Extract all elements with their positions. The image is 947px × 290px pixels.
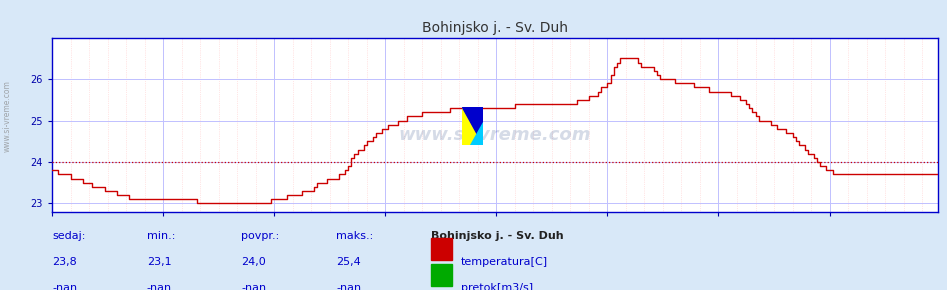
Text: povpr.:: povpr.: — [241, 231, 279, 240]
Text: www.si-vreme.com: www.si-vreme.com — [3, 80, 12, 152]
Text: -nan: -nan — [147, 283, 172, 290]
Text: pretok[m3/s]: pretok[m3/s] — [461, 283, 533, 290]
Polygon shape — [471, 122, 483, 145]
Text: 25,4: 25,4 — [336, 257, 361, 267]
Text: www.si-vreme.com: www.si-vreme.com — [399, 126, 591, 144]
Text: sedaj:: sedaj: — [52, 231, 85, 240]
FancyBboxPatch shape — [431, 264, 452, 286]
Text: 23,1: 23,1 — [147, 257, 171, 267]
Text: Bohinjsko j. - Sv. Duh: Bohinjsko j. - Sv. Duh — [431, 231, 563, 240]
Polygon shape — [462, 107, 483, 145]
Text: maks.:: maks.: — [336, 231, 373, 240]
Title: Bohinjsko j. - Sv. Duh: Bohinjsko j. - Sv. Duh — [421, 21, 568, 35]
Polygon shape — [462, 107, 483, 145]
Text: -nan: -nan — [336, 283, 362, 290]
Text: -nan: -nan — [241, 283, 267, 290]
FancyBboxPatch shape — [431, 238, 452, 260]
Text: 23,8: 23,8 — [52, 257, 77, 267]
Text: 24,0: 24,0 — [241, 257, 266, 267]
Text: min.:: min.: — [147, 231, 175, 240]
Text: temperatura[C]: temperatura[C] — [461, 257, 548, 267]
Text: -nan: -nan — [52, 283, 78, 290]
